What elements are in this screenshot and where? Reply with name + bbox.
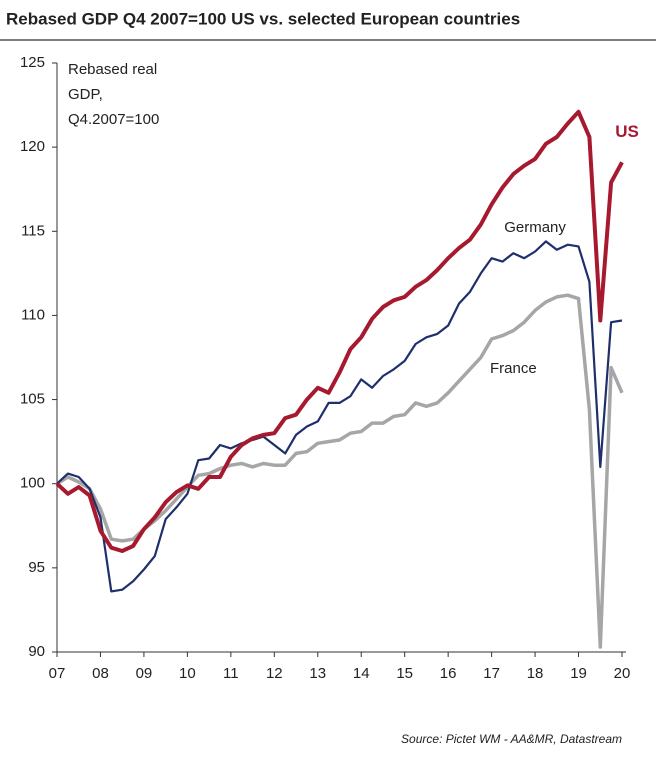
x-tick-label: 12: [266, 665, 283, 682]
series-line: [55, 109, 624, 553]
x-tick-label: 15: [396, 665, 413, 682]
series-line: [56, 240, 623, 593]
y-tick-label: 125: [20, 54, 45, 71]
x-tick-label: 17: [483, 665, 500, 682]
chart-title: Rebased GDP Q4 2007=100 US vs. selected …: [6, 9, 520, 28]
x-tick-label: 10: [179, 665, 196, 682]
x-tick-label: 09: [136, 665, 153, 682]
y-tick-label: 110: [21, 306, 45, 323]
x-tick-label: 19: [570, 665, 587, 682]
y-tick-label: 90: [28, 643, 45, 660]
x-tick-label: 13: [309, 665, 326, 682]
y-tick-label: 100: [20, 475, 45, 492]
x-tick-label: 14: [353, 665, 370, 682]
x-tick-label: 16: [440, 665, 457, 682]
x-tick-label: 11: [223, 665, 239, 682]
x-tick-label: 18: [527, 665, 544, 682]
y-axis-label: Q4.2007=100: [68, 111, 159, 128]
y-tick-label: 105: [20, 391, 45, 408]
y-tick-label: 120: [20, 138, 45, 155]
series-label: Germany: [504, 219, 566, 236]
y-axis-label: Rebased real: [68, 61, 157, 78]
series-label: France: [490, 360, 537, 377]
y-axis-label: GDP,: [68, 86, 103, 103]
x-tick-label: 20: [614, 665, 631, 682]
x-tick-label: 08: [92, 665, 109, 682]
series-label: US: [615, 122, 639, 141]
y-tick-label: 95: [28, 559, 45, 576]
x-tick-label: 07: [49, 665, 66, 682]
source-note: Source: Pictet WM - AA&MR, Datastream: [401, 732, 622, 746]
y-tick-label: 115: [21, 222, 45, 239]
series-line: [56, 293, 624, 649]
